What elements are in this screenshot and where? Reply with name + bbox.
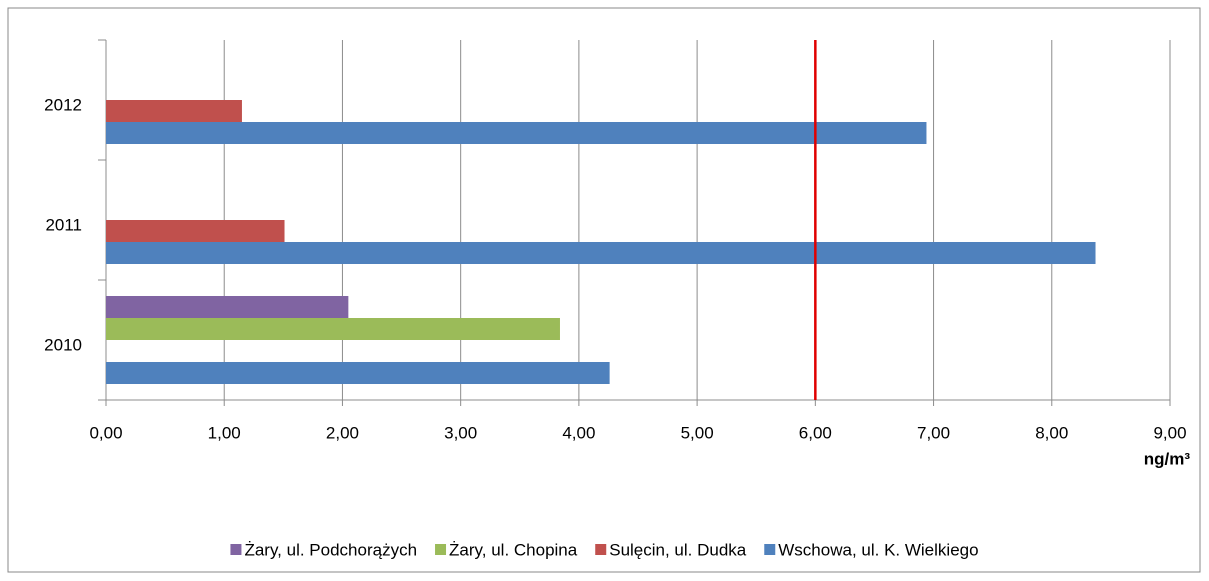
legend-label: Wschowa, ul. K. Wielkiego — [778, 540, 978, 559]
bar — [106, 122, 927, 144]
legend: Żary, ul. Podchorążych Żary, ul. Chopina S… — [230, 540, 979, 559]
y-tick-label: 2011 — [45, 215, 82, 234]
y-tick-label: 2012 — [44, 95, 82, 114]
legend-swatch — [435, 544, 447, 555]
bar — [106, 100, 242, 122]
bar — [106, 296, 349, 318]
bar — [106, 362, 610, 384]
x-tick-label: 5,00 — [681, 423, 714, 442]
bar — [106, 318, 560, 340]
x-tick-label: 3,00 — [444, 423, 477, 442]
x-tick-label: 4,00 — [562, 423, 595, 442]
x-tick-label: 6,00 — [799, 423, 832, 442]
legend-label: Żary, ul. Chopina — [449, 540, 578, 559]
x-tick-label: 2,00 — [326, 423, 359, 442]
y-tick-label: 2010 — [44, 335, 82, 354]
x-axis-label: ng/m³ — [1144, 449, 1191, 468]
legend-swatch — [230, 544, 242, 555]
x-tick-label: 0,00 — [89, 423, 122, 442]
x-tick-label: 9,00 — [1153, 423, 1186, 442]
legend-label: Sulęcin, ul. Dudka — [609, 540, 747, 559]
x-tick-label: 1,00 — [208, 423, 241, 442]
x-tick-label: 7,00 — [917, 423, 950, 442]
legend-swatch — [595, 544, 607, 555]
legend-swatch — [764, 544, 776, 555]
chart-border — [7, 7, 1201, 573]
bar — [106, 220, 285, 242]
legend-label: Żary, ul. Podchorążych — [244, 540, 417, 559]
bar — [106, 242, 1096, 264]
x-tick-label: 8,00 — [1035, 423, 1068, 442]
